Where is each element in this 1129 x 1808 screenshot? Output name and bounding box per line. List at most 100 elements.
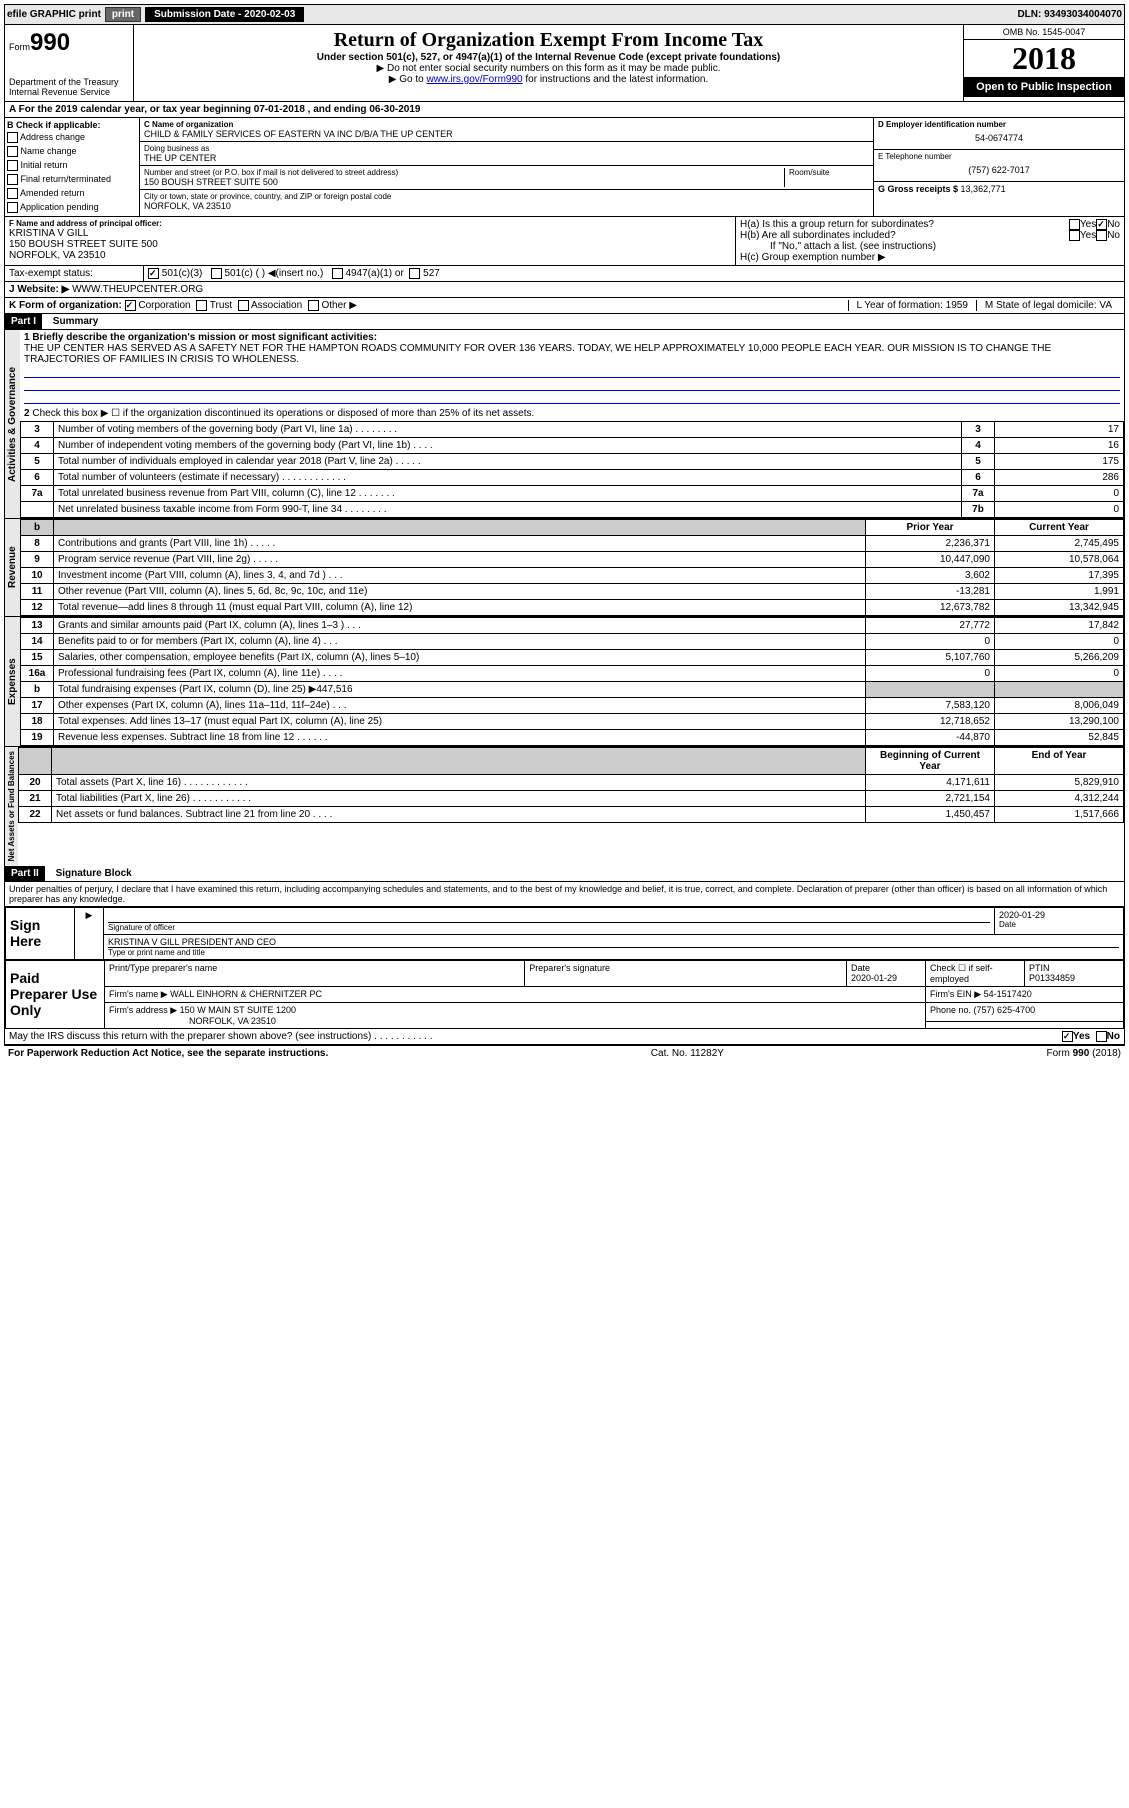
form-title: Return of Organization Exempt From Incom… — [138, 29, 959, 52]
state-domicile: M State of legal domicile: VA — [976, 300, 1120, 311]
dba: THE UP CENTER — [144, 153, 869, 163]
table-row: 12Total revenue—add lines 8 through 11 (… — [21, 600, 1124, 616]
tax-status-row: Tax-exempt status: 501(c)(3) 501(c) ( ) … — [5, 266, 1124, 282]
table-row: 19Revenue less expenses. Subtract line 1… — [21, 730, 1124, 746]
top-toolbar: efile GRAPHIC print print Submission Dat… — [5, 5, 1124, 25]
table-row: 11Other revenue (Part VIII, column (A), … — [21, 584, 1124, 600]
table-row: 13Grants and similar amounts paid (Part … — [21, 618, 1124, 634]
governance-table: 3Number of voting members of the governi… — [20, 421, 1124, 518]
table-row: 14Benefits paid to or for members (Part … — [21, 634, 1124, 650]
vtab-expenses: Expenses — [5, 617, 20, 746]
discuss-yes[interactable] — [1062, 1031, 1073, 1042]
netassets-table: Beginning of Current YearEnd of Year 20T… — [18, 747, 1124, 823]
footer: For Paperwork Reduction Act Notice, see … — [4, 1046, 1125, 1061]
ein: 54-0674774 — [878, 129, 1120, 147]
table-row: Net unrelated business taxable income fr… — [21, 502, 1124, 518]
vtab-governance: Activities & Governance — [5, 330, 20, 518]
part-2-header: Part II Signature Block — [5, 866, 1124, 882]
print-button[interactable]: print — [105, 7, 141, 22]
col-d: D Employer identification number 54-0674… — [873, 118, 1124, 216]
sign-here-block: Sign Here ▶ Signature of officer 2020-01… — [5, 907, 1124, 960]
revenue-table: bPrior YearCurrent Year 8Contributions a… — [20, 519, 1124, 616]
vtab-revenue: Revenue — [5, 519, 20, 616]
cb-4947[interactable] — [332, 268, 343, 279]
officer-name: KRISTINA V GILL — [9, 228, 731, 239]
ha-yes[interactable] — [1069, 219, 1080, 230]
section-bcd: B Check if applicable: Address change Na… — [5, 118, 1124, 217]
row-k: K Form of organization: Corporation Trus… — [5, 298, 1124, 314]
table-row: 5Total number of individuals employed in… — [21, 454, 1124, 470]
open-inspection: Open to Public Inspection — [964, 77, 1124, 97]
section-a: A For the 2019 calendar year, or tax yea… — [5, 102, 1124, 118]
org-name: CHILD & FAMILY SERVICES OF EASTERN VA IN… — [144, 129, 869, 139]
form-container: efile GRAPHIC print print Submission Dat… — [4, 4, 1125, 1046]
omb-number: OMB No. 1545-0047 — [964, 25, 1124, 40]
table-row: 18Total expenses. Add lines 13–17 (must … — [21, 714, 1124, 730]
firm-phone: (757) 625-4700 — [974, 1005, 1036, 1015]
discuss-row: May the IRS discuss this return with the… — [5, 1029, 1124, 1045]
firm-name: WALL EINHORN & CHERNITZER PC — [170, 989, 322, 999]
firm-ein: 54-1517420 — [984, 989, 1032, 999]
form-word: Form — [9, 42, 30, 52]
col-c: C Name of organization CHILD & FAMILY SE… — [140, 118, 873, 216]
checkbox-initial[interactable] — [7, 160, 18, 171]
part-1-header: Part I Summary — [5, 314, 1124, 330]
table-row: 22Net assets or fund balances. Subtract … — [19, 807, 1124, 823]
expenses-table: 13Grants and similar amounts paid (Part … — [20, 617, 1124, 746]
table-row: 9Program service revenue (Part VIII, lin… — [21, 552, 1124, 568]
dln: DLN: 93493034004070 — [1017, 9, 1122, 20]
ptin: P01334859 — [1029, 973, 1075, 983]
table-row: 10Investment income (Part VIII, column (… — [21, 568, 1124, 584]
telephone: (757) 622-7017 — [878, 161, 1120, 179]
cb-corp[interactable] — [125, 300, 136, 311]
table-row: 4Number of independent voting members of… — [21, 438, 1124, 454]
hb-yes[interactable] — [1069, 230, 1080, 241]
cb-527[interactable] — [409, 268, 420, 279]
table-row: bTotal fundraising expenses (Part IX, co… — [21, 682, 1124, 698]
city-state-zip: NORFOLK, VA 23510 — [144, 201, 869, 211]
table-row: 21Total liabilities (Part X, line 26) . … — [19, 791, 1124, 807]
part-1-body: Activities & Governance 1 Briefly descri… — [5, 330, 1124, 518]
vtab-netassets: Net Assets or Fund Balances — [5, 747, 18, 865]
table-row: 15Salaries, other compensation, employee… — [21, 650, 1124, 666]
paid-preparer-block: Paid Preparer Use Only Print/Type prepar… — [5, 960, 1124, 1029]
cb-other[interactable] — [308, 300, 319, 311]
arrow-icon: ▶ — [75, 907, 104, 959]
perjury-decl: Under penalties of perjury, I declare th… — [5, 882, 1124, 907]
gross-receipts: 13,362,771 — [961, 184, 1006, 194]
dept-label: Department of the Treasury Internal Reve… — [9, 77, 129, 97]
website-url: WWW.THEUPCENTER.ORG — [72, 284, 203, 295]
section-fh: F Name and address of principal officer:… — [5, 217, 1124, 266]
table-row: 20Total assets (Part X, line 16) . . . .… — [19, 775, 1124, 791]
officer-sig-name: KRISTINA V GILL PRESIDENT AND CEO — [108, 937, 1119, 947]
efile-label: efile GRAPHIC print — [7, 9, 101, 20]
website-row: J Website: ▶ WWW.THEUPCENTER.ORG — [5, 282, 1124, 298]
mission-text: THE UP CENTER HAS SERVED AS A SAFETY NET… — [24, 343, 1120, 365]
table-row: 17Other expenses (Part IX, column (A), l… — [21, 698, 1124, 714]
subtitle-2: ▶ Do not enter social security numbers o… — [138, 63, 959, 74]
checkbox-addr-change[interactable] — [7, 132, 18, 143]
cb-trust[interactable] — [196, 300, 207, 311]
year-formation: L Year of formation: 1959 — [848, 300, 976, 311]
checkbox-pending[interactable] — [7, 202, 18, 213]
instructions-link[interactable]: www.irs.gov/Form990 — [426, 74, 522, 85]
cb-assoc[interactable] — [238, 300, 249, 311]
submission-date: Submission Date - 2020-02-03 — [145, 7, 304, 22]
street-address: 150 BOUSH STREET SUITE 500 — [144, 177, 784, 187]
checkbox-name-change[interactable] — [7, 146, 18, 157]
form-number: 990 — [30, 29, 70, 56]
table-row: 8Contributions and grants (Part VIII, li… — [21, 536, 1124, 552]
discuss-no[interactable] — [1096, 1031, 1107, 1042]
checkbox-amended[interactable] — [7, 188, 18, 199]
table-row: 7aTotal unrelated business revenue from … — [21, 486, 1124, 502]
subtitle-1: Under section 501(c), 527, or 4947(a)(1)… — [138, 52, 959, 63]
hb-no[interactable] — [1096, 230, 1107, 241]
subtitle-3: ▶ Go to www.irs.gov/Form990 for instruct… — [138, 74, 959, 85]
cb-501c[interactable] — [211, 268, 222, 279]
table-row: 6Total number of volunteers (estimate if… — [21, 470, 1124, 486]
cb-501c3[interactable] — [148, 268, 159, 279]
checkbox-final[interactable] — [7, 174, 18, 185]
ha-no[interactable] — [1096, 219, 1107, 230]
table-row: 3Number of voting members of the governi… — [21, 422, 1124, 438]
form-header: Form990 Department of the Treasury Inter… — [5, 25, 1124, 102]
